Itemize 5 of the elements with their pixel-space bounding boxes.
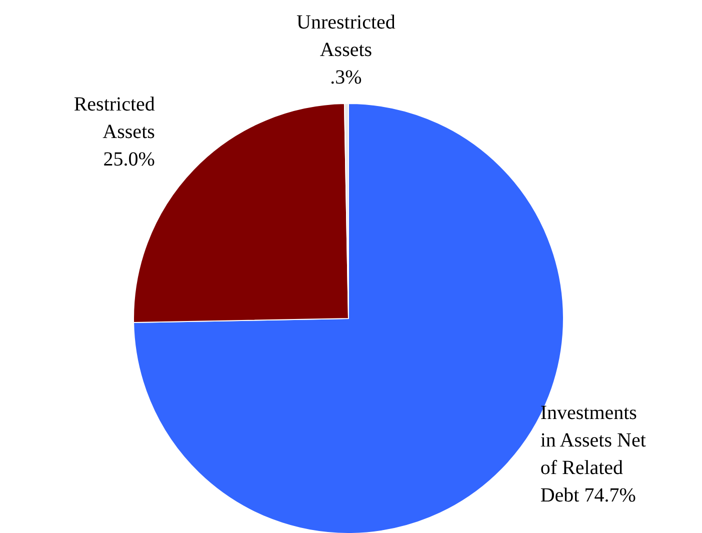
slice-label: Restricted Assets (74, 94, 156, 144)
slice-label: Unrestricted Assets (296, 11, 396, 61)
data-label: 25.0% (103, 148, 155, 171)
data-label: .3% (330, 66, 362, 88)
slice-label: Investments in Assets Net of Related Debt 74.7% (540, 402, 646, 507)
